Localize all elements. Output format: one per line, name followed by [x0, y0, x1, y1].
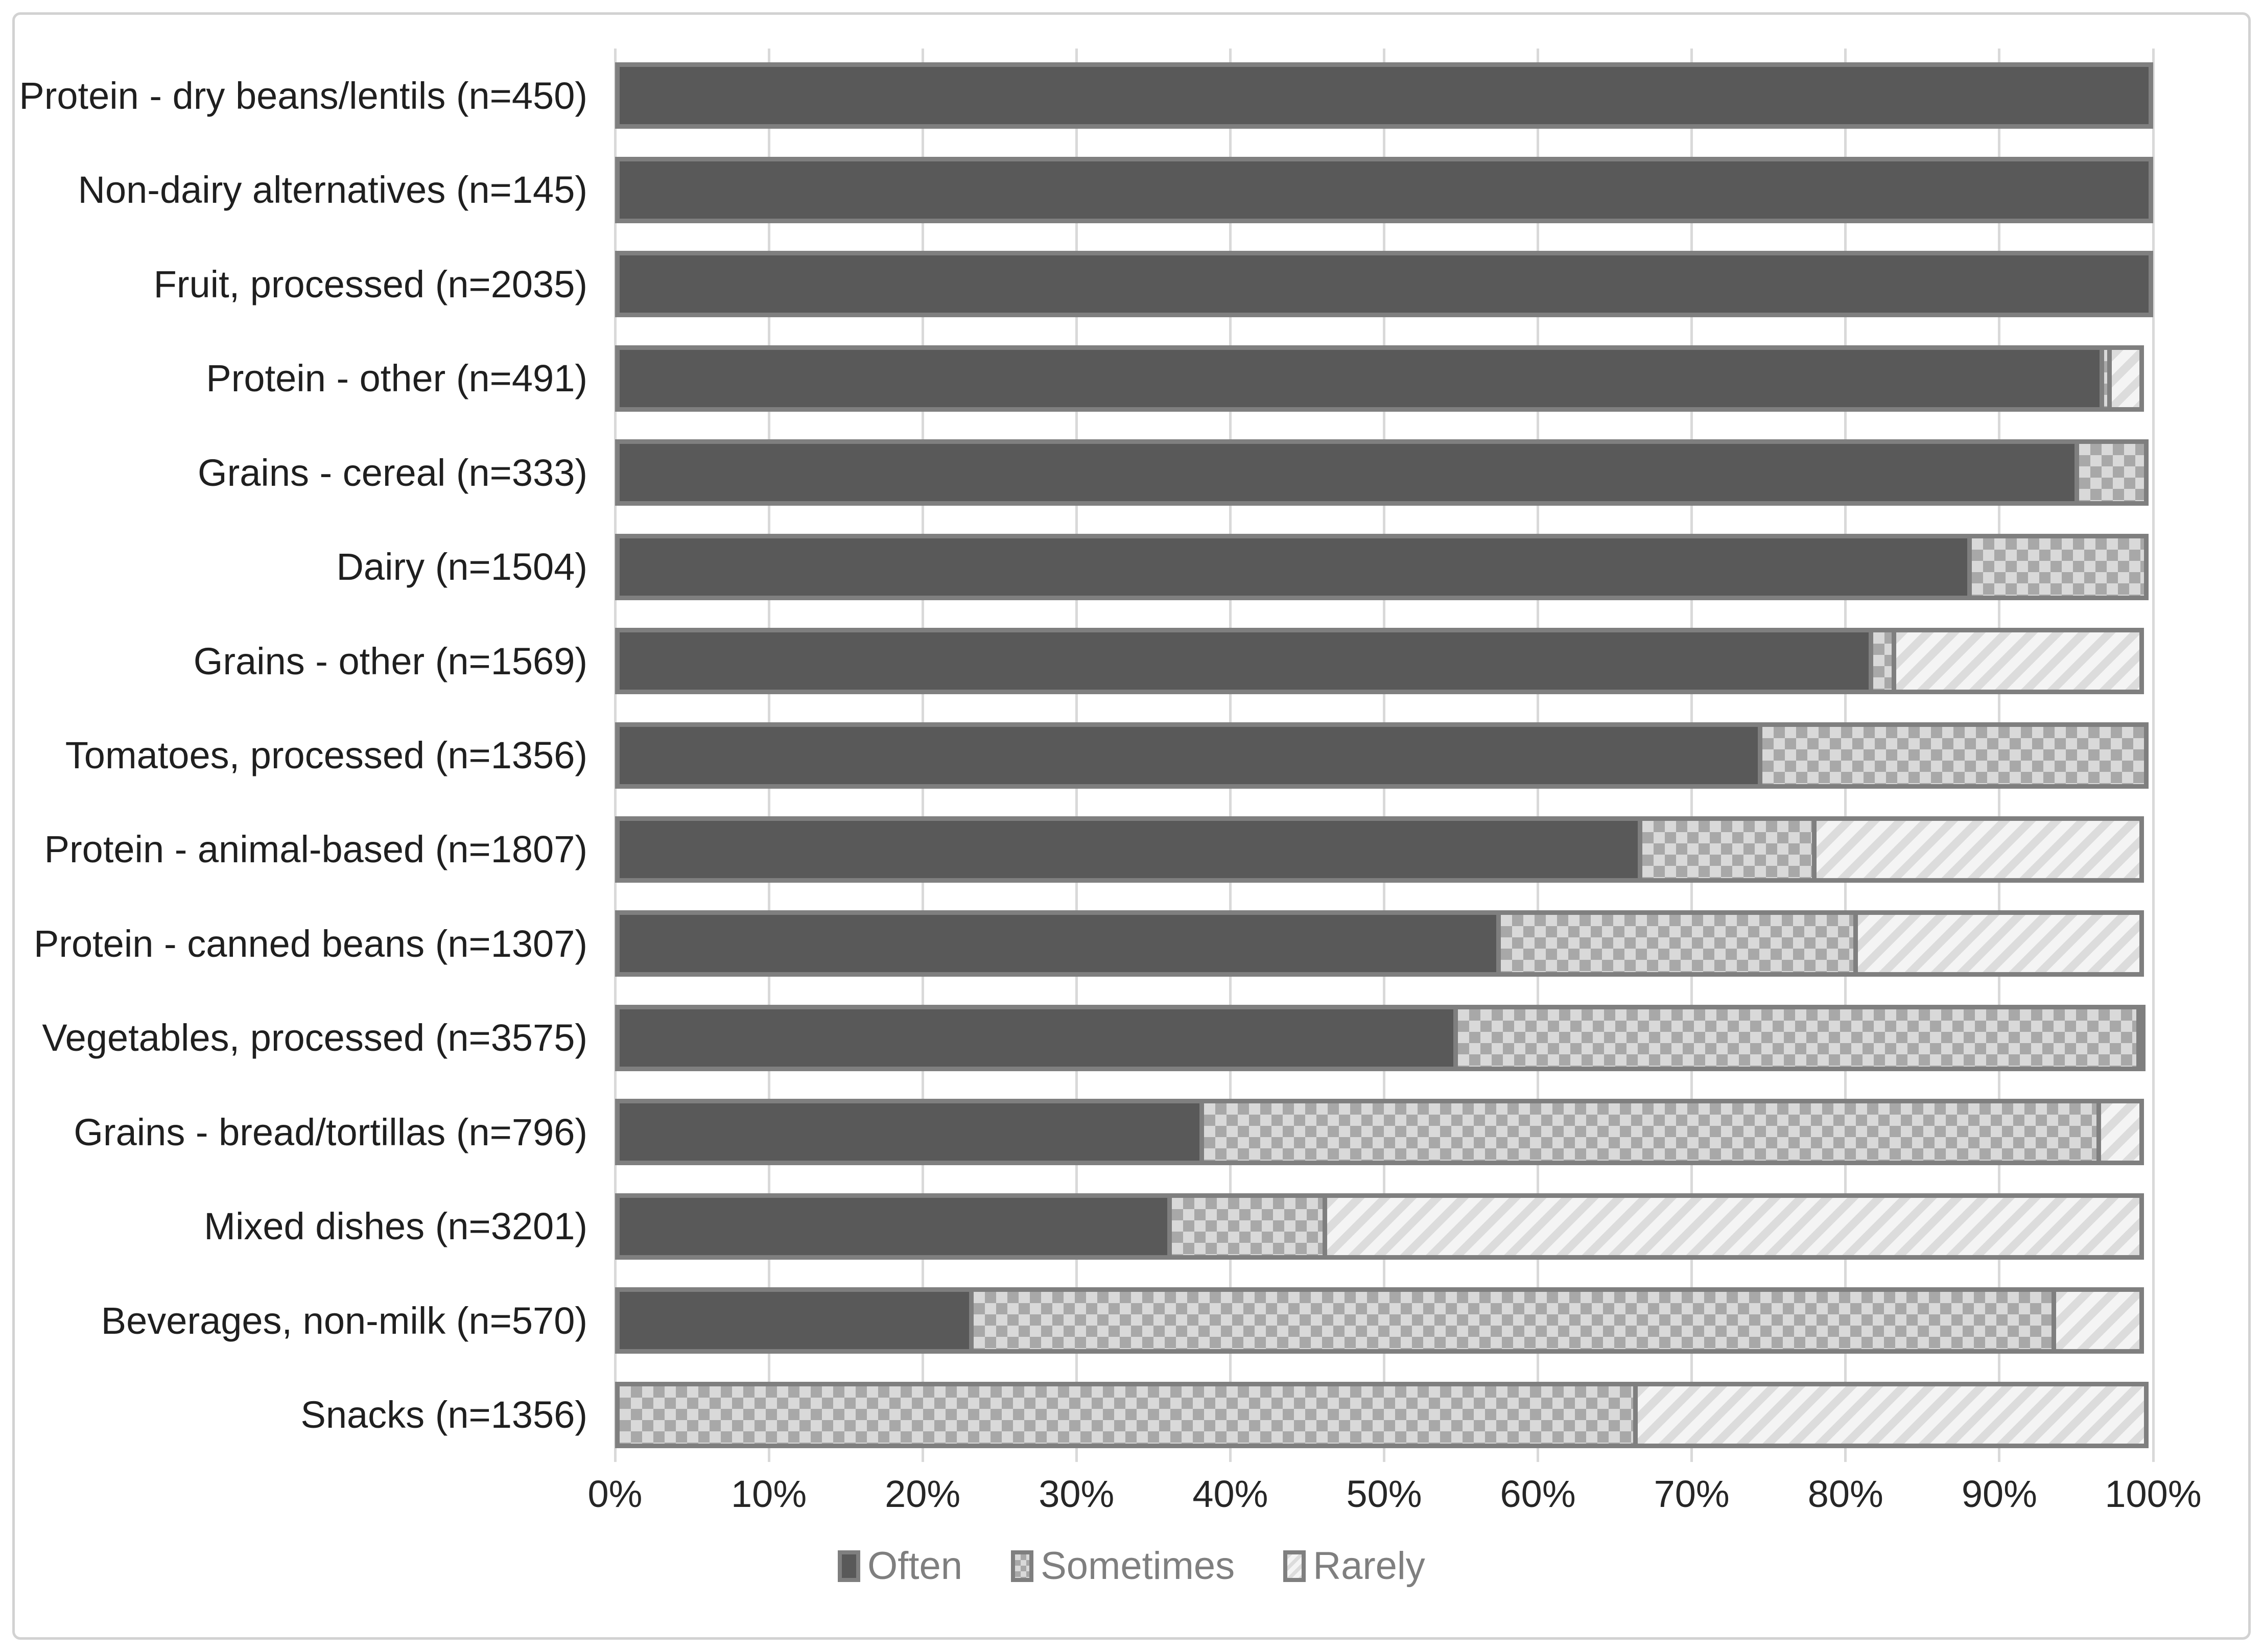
category-label: Fruit, processed (n=2035) — [153, 263, 587, 305]
x-tick-label: 50% — [1346, 1473, 1422, 1515]
bar-segment-sometimes — [1967, 533, 2149, 600]
bar-segment-rarely — [2096, 1099, 2144, 1166]
bar-15 — [615, 1381, 2153, 1448]
category-label: Grains - other (n=1569) — [193, 640, 587, 682]
bar-segment-often — [615, 628, 1873, 695]
category-label: Protein - canned beans (n=1307) — [33, 922, 587, 965]
bar-4 — [615, 345, 2153, 412]
bar-3 — [615, 251, 2153, 318]
plot-area — [614, 49, 2155, 1462]
category-label: Tomatoes, processed (n=1356) — [65, 734, 587, 776]
bar-segment-often — [615, 156, 2153, 223]
bar-segment-often — [615, 345, 2104, 412]
category-label: Snacks (n=1356) — [300, 1394, 587, 1436]
bar-13 — [615, 1193, 2153, 1260]
bar-segment-rarely — [2107, 345, 2144, 412]
bar-5 — [615, 439, 2153, 506]
bar-segment-often — [615, 1004, 1458, 1071]
category-label: Protein - animal-based (n=1807) — [44, 828, 587, 871]
bar-segment-often — [615, 1287, 974, 1354]
bar-segment-rarely — [2136, 1004, 2146, 1071]
legend: Often Sometimes Rarely — [0, 1544, 2263, 1588]
bar-segment-sometimes — [1167, 1193, 1328, 1260]
category-label: Dairy (n=1504) — [336, 546, 587, 588]
bar-segment-rarely — [1323, 1193, 2144, 1260]
x-tick-label: 90% — [1961, 1473, 2037, 1515]
x-tick-label: 100% — [2105, 1473, 2202, 1515]
x-tick-label: 60% — [1500, 1473, 1576, 1515]
bar-10 — [615, 910, 2153, 977]
legend-swatch-sometimes-icon — [1011, 1550, 1034, 1582]
x-tick-label: 20% — [885, 1473, 961, 1515]
category-label: Non-dairy alternatives (n=145) — [78, 169, 587, 211]
bar-1 — [615, 62, 2153, 129]
bar-segment-sometimes — [2075, 439, 2149, 506]
bar-segment-sometimes — [1758, 722, 2149, 789]
bar-segment-rarely — [1853, 910, 2144, 977]
bar-segment-sometimes — [615, 1381, 1638, 1448]
bar-9 — [615, 816, 2153, 883]
bar-segment-often — [615, 1099, 1205, 1166]
category-label: Protein - dry beans/lentils (n=450) — [19, 74, 587, 117]
legend-item-rarely: Rarely — [1283, 1544, 1425, 1588]
bar-segment-rarely — [1633, 1381, 2149, 1448]
category-label: Beverages, non-milk (n=570) — [101, 1299, 587, 1342]
x-tick-label: 80% — [1807, 1473, 1883, 1515]
legend-item-sometimes: Sometimes — [1011, 1544, 1235, 1588]
bar-segment-sometimes — [1638, 816, 1817, 883]
bar-segment-rarely — [1811, 816, 2144, 883]
category-label: Grains - cereal (n=333) — [198, 451, 587, 494]
category-label: Protein - other (n=491) — [206, 357, 587, 400]
bar-segment-often — [615, 439, 2080, 506]
legend-label: Often — [867, 1544, 963, 1588]
bar-segment-often — [615, 251, 2153, 318]
x-tick-label: 40% — [1192, 1473, 1268, 1515]
x-tick-label: 70% — [1654, 1473, 1730, 1515]
bar-segment-sometimes — [969, 1287, 2057, 1354]
category-label: Mixed dishes (n=3201) — [204, 1205, 587, 1248]
bar-segment-sometimes — [1453, 1004, 2141, 1071]
legend-swatch-rarely-icon — [1283, 1550, 1306, 1582]
category-label: Grains - bread/tortillas (n=796) — [74, 1111, 587, 1153]
bar-segment-often — [615, 722, 1763, 789]
x-tick-label: 0% — [587, 1473, 643, 1515]
bar-segment-often — [615, 62, 2153, 129]
legend-swatch-often-icon — [838, 1550, 861, 1582]
x-tick-label: 10% — [731, 1473, 807, 1515]
legend-label: Rarely — [1313, 1544, 1425, 1588]
bar-12 — [615, 1099, 2153, 1166]
category-label: Vegetables, processed (n=3575) — [42, 1017, 587, 1059]
x-axis-tick-labels: 0% 10% 20% 30% 40% 50% 60% 70% 80% 90% 100% — [588, 1472, 2202, 1523]
bar-segment-often — [615, 910, 1501, 977]
bar-7 — [615, 628, 2153, 695]
bar-segment-often — [615, 816, 1643, 883]
bar-segment-rarely — [2052, 1287, 2144, 1354]
bar-segment-sometimes — [1199, 1099, 2101, 1166]
legend-item-often: Often — [838, 1544, 962, 1588]
bar-11 — [615, 1004, 2153, 1071]
bar-segment-sometimes — [1496, 910, 1858, 977]
bar-segment-often — [615, 1193, 1172, 1260]
bar-segment-rarely — [1892, 628, 2144, 695]
legend-label: Sometimes — [1041, 1544, 1235, 1588]
gridline — [2152, 49, 2155, 1462]
bar-segment-often — [615, 533, 1972, 600]
bar-2 — [615, 156, 2153, 223]
bar-8 — [615, 722, 2153, 789]
bar-14 — [615, 1287, 2153, 1354]
bar-6 — [615, 533, 2153, 600]
x-tick-label: 30% — [1039, 1473, 1115, 1515]
